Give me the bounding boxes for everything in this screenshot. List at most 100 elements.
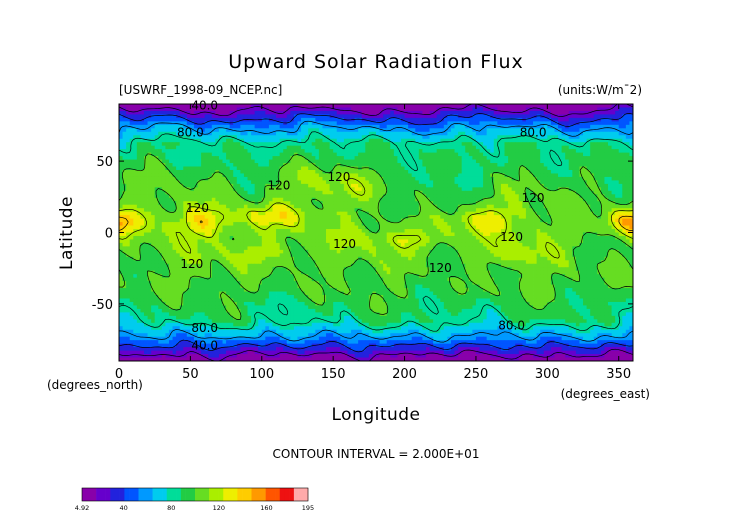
- heatmap-cell: [154, 104, 159, 108]
- heatmap-cell: [158, 104, 163, 108]
- heatmap-cell: [193, 180, 198, 185]
- heatmap-cell: [265, 156, 270, 160]
- heatmap-cell: [322, 218, 327, 223]
- heatmap-cell: [383, 169, 388, 174]
- heatmap-cell: [318, 183, 323, 188]
- heatmap-cell: [400, 104, 405, 108]
- heatmap-cell: [293, 215, 298, 220]
- heatmap-cell: [418, 104, 423, 108]
- heatmap-cell: [554, 211, 559, 216]
- heatmap-cell: [201, 110, 206, 115]
- heatmap-cell: [208, 138, 213, 143]
- heatmap-cell: [483, 218, 488, 223]
- heatmap-cell: [575, 169, 580, 174]
- heatmap-cell: [408, 117, 413, 122]
- heatmap-cell: [315, 197, 320, 202]
- heatmap-cell: [236, 173, 241, 178]
- heatmap-cell: [629, 114, 633, 119]
- heatmap-cell: [568, 204, 573, 209]
- heatmap-cell: [397, 180, 402, 185]
- heatmap-cell: [379, 222, 384, 226]
- heatmap-cell: [500, 121, 505, 126]
- heatmap-cell: [154, 190, 159, 195]
- heatmap-cell: [208, 124, 213, 129]
- heatmap-cell: [376, 222, 380, 226]
- heatmap-cell: [168, 156, 173, 160]
- heatmap-cell: [122, 131, 127, 136]
- heatmap-cell: [572, 201, 577, 206]
- heatmap-cell: [386, 204, 391, 209]
- heatmap-cell: [140, 149, 145, 154]
- heatmap-cell: [218, 173, 223, 178]
- heatmap-cell: [540, 173, 545, 178]
- heatmap-cell: [611, 218, 616, 223]
- heatmap-cell: [204, 124, 209, 129]
- heatmap-cell: [379, 138, 384, 143]
- heatmap-cell: [518, 173, 523, 178]
- heatmap-cell: [286, 117, 291, 122]
- heatmap-cell: [333, 215, 338, 220]
- heatmap-cell: [479, 176, 484, 181]
- heatmap-cell: [361, 114, 366, 119]
- heatmap-cell: [415, 104, 420, 108]
- heatmap-cell: [608, 169, 612, 174]
- heatmap-cell: [147, 156, 152, 160]
- heatmap-cell: [404, 114, 409, 119]
- heatmap-cell: [286, 142, 291, 147]
- heatmap-cell: [515, 169, 520, 174]
- heatmap-cell: [454, 114, 459, 119]
- heatmap-cell: [258, 135, 263, 140]
- heatmap-cell: [376, 117, 380, 122]
- heatmap-cell: [465, 124, 470, 129]
- heatmap-cell: [154, 117, 159, 122]
- heatmap-cell: [547, 117, 552, 122]
- heatmap-cell: [251, 124, 256, 129]
- heatmap-cell: [329, 124, 334, 129]
- heatmap-cell: [254, 149, 259, 154]
- heatmap-cell: [433, 107, 438, 112]
- heatmap-cell: [240, 204, 245, 209]
- heatmap-cell: [193, 190, 198, 195]
- heatmap-cell: [625, 180, 630, 185]
- heatmap-cell: [593, 215, 598, 220]
- heatmap-cell: [386, 166, 391, 171]
- heatmap-cell: [147, 173, 152, 178]
- heatmap-cell: [611, 169, 616, 174]
- heatmap-cell: [254, 156, 259, 160]
- heatmap-cell: [322, 121, 327, 126]
- heatmap-cell: [486, 208, 491, 213]
- heatmap-cell: [322, 152, 327, 157]
- heatmap-cell: [222, 131, 227, 136]
- heatmap-cell: [561, 183, 566, 188]
- heatmap-cell: [140, 128, 145, 133]
- heatmap-cell: [261, 163, 266, 167]
- heatmap-cell: [454, 131, 459, 136]
- heatmap-cell: [126, 194, 131, 199]
- heatmap-cell: [143, 163, 148, 167]
- heatmap-cell: [258, 128, 263, 133]
- heatmap-cell: [283, 159, 288, 164]
- heatmap-cell: [618, 135, 623, 140]
- heatmap-cell: [215, 149, 220, 154]
- heatmap-cell: [490, 169, 495, 174]
- heatmap-cell: [243, 190, 248, 195]
- heatmap-cell: [415, 218, 420, 223]
- heatmap-cell: [258, 176, 263, 181]
- heatmap-cell: [454, 183, 459, 188]
- heatmap-cell: [343, 124, 348, 129]
- heatmap-cell: [415, 135, 420, 140]
- heatmap-cell: [265, 215, 270, 220]
- heatmap-cell: [504, 145, 509, 150]
- heatmap-cell: [533, 159, 538, 164]
- heatmap-cell: [119, 107, 123, 112]
- heatmap-cell: [568, 135, 573, 140]
- heatmap-cell: [176, 152, 181, 157]
- heatmap-cell: [583, 166, 587, 171]
- heatmap-cell: [283, 169, 288, 174]
- heatmap-cell: [329, 163, 334, 167]
- heatmap-cell: [550, 183, 555, 188]
- heatmap-cell: [236, 131, 241, 136]
- heatmap-cell: [547, 190, 552, 195]
- heatmap-cell: [251, 204, 256, 209]
- heatmap-cell: [279, 187, 284, 192]
